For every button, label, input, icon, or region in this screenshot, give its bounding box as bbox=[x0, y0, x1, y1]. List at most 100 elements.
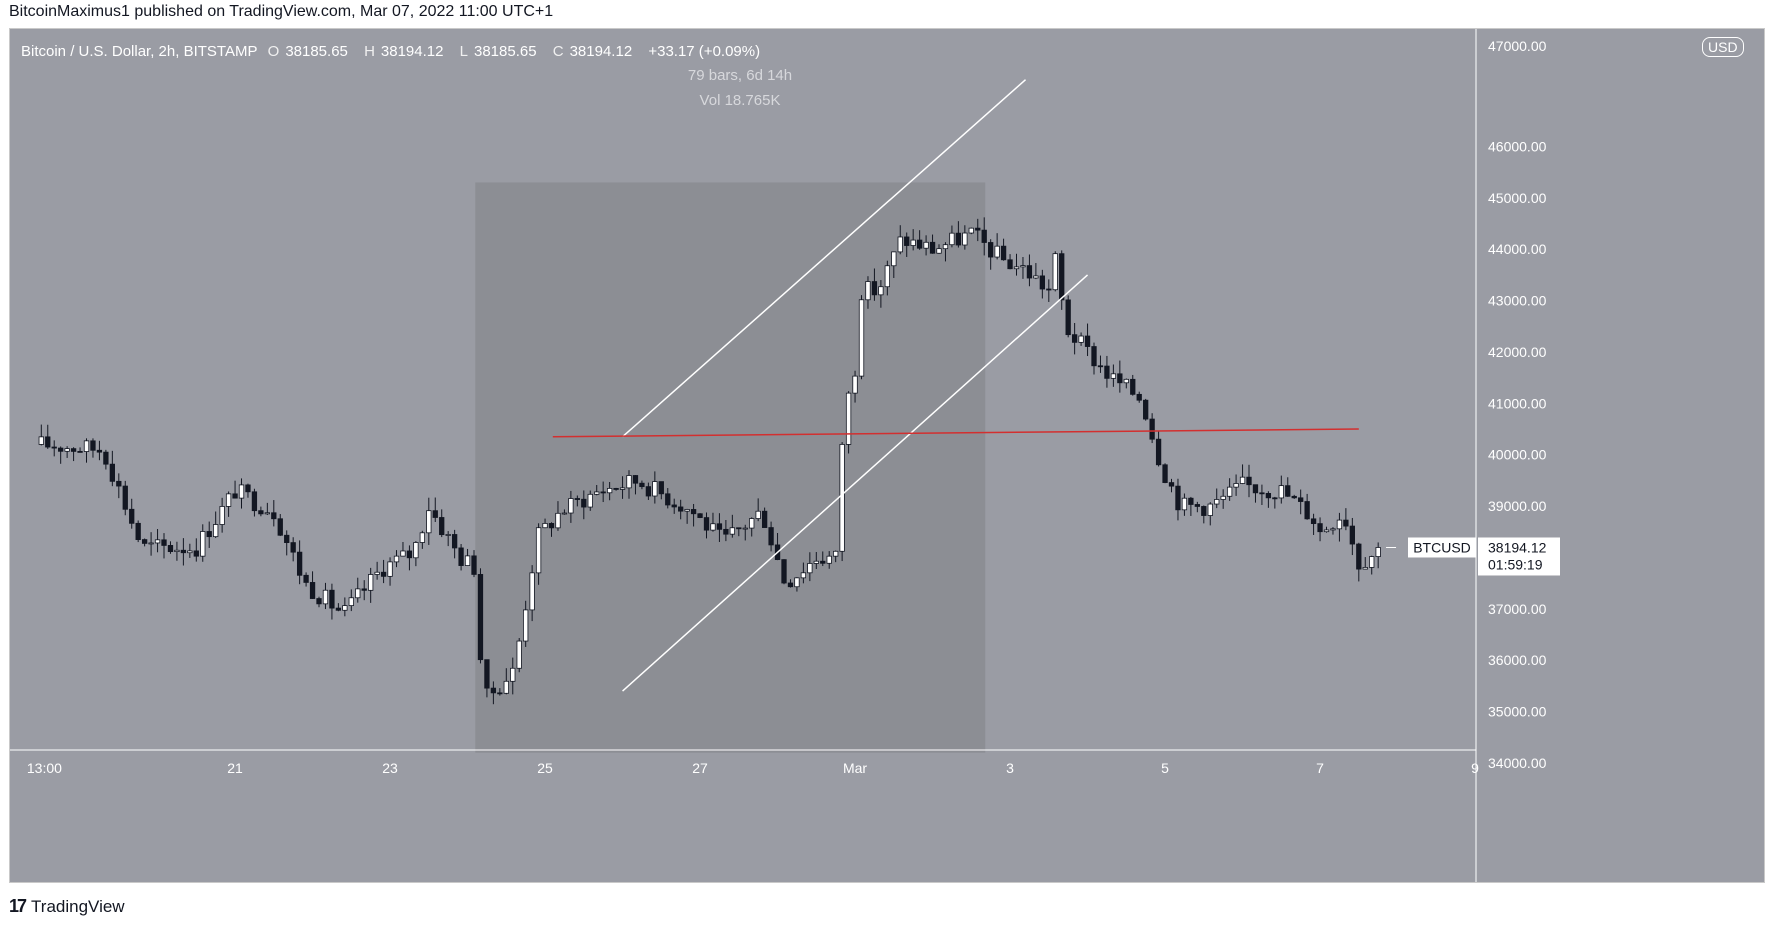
candle[interactable] bbox=[923, 241, 929, 249]
symbol-title[interactable]: Bitcoin / U.S. Dollar, 2h, BITSTAMP bbox=[21, 43, 258, 60]
candle[interactable] bbox=[1304, 501, 1310, 520]
candle[interactable] bbox=[77, 451, 83, 453]
candle[interactable] bbox=[1246, 476, 1252, 486]
candle[interactable] bbox=[1168, 482, 1175, 487]
candle[interactable] bbox=[1362, 567, 1368, 570]
channel-lower-line[interactable] bbox=[622, 274, 1089, 692]
candle[interactable] bbox=[451, 534, 458, 549]
candle[interactable] bbox=[1375, 547, 1381, 557]
candle[interactable] bbox=[1143, 399, 1149, 420]
candle[interactable] bbox=[523, 609, 529, 642]
candle[interactable] bbox=[852, 375, 858, 394]
candle[interactable] bbox=[1214, 499, 1220, 505]
candle[interactable] bbox=[238, 484, 245, 499]
tradingview-logo[interactable]: 17 TradingView bbox=[9, 896, 125, 917]
candle[interactable] bbox=[1059, 253, 1065, 301]
candle[interactable] bbox=[193, 550, 199, 557]
candle[interactable] bbox=[464, 555, 471, 566]
candle[interactable] bbox=[245, 484, 251, 493]
candle[interactable] bbox=[606, 487, 613, 494]
candle[interactable] bbox=[736, 527, 742, 530]
candle[interactable] bbox=[671, 504, 677, 508]
candle[interactable] bbox=[1207, 503, 1213, 516]
candle[interactable] bbox=[271, 512, 277, 520]
candle[interactable] bbox=[1239, 476, 1246, 484]
candle[interactable] bbox=[600, 491, 606, 494]
candle[interactable] bbox=[432, 510, 438, 518]
candle[interactable] bbox=[90, 440, 96, 451]
candle[interactable] bbox=[251, 491, 258, 512]
candle[interactable] bbox=[374, 571, 380, 575]
candle[interactable] bbox=[658, 481, 664, 495]
candle[interactable] bbox=[406, 550, 413, 559]
candle[interactable] bbox=[1265, 492, 1272, 499]
candle[interactable] bbox=[1091, 346, 1097, 367]
candle[interactable] bbox=[529, 572, 535, 611]
candle[interactable] bbox=[400, 550, 406, 557]
candle[interactable] bbox=[839, 444, 845, 552]
candle[interactable] bbox=[781, 559, 787, 584]
candle[interactable] bbox=[1194, 504, 1200, 507]
candle[interactable] bbox=[329, 589, 335, 609]
candle[interactable] bbox=[174, 549, 180, 553]
candle[interactable] bbox=[213, 524, 219, 538]
candle[interactable] bbox=[219, 506, 225, 525]
candle[interactable] bbox=[897, 236, 903, 253]
candle[interactable] bbox=[335, 607, 342, 611]
candle[interactable] bbox=[535, 527, 542, 574]
candle[interactable] bbox=[1071, 334, 1078, 343]
candle[interactable] bbox=[697, 513, 703, 518]
candle[interactable] bbox=[761, 510, 768, 528]
candle[interactable] bbox=[1343, 519, 1349, 527]
candle[interactable] bbox=[678, 506, 684, 512]
candle[interactable] bbox=[1349, 525, 1355, 545]
candle[interactable] bbox=[1291, 495, 1297, 499]
candle[interactable] bbox=[471, 555, 477, 575]
candle[interactable] bbox=[51, 446, 57, 449]
candle[interactable] bbox=[1020, 265, 1026, 268]
candle[interactable] bbox=[1317, 523, 1323, 533]
candle[interactable] bbox=[542, 523, 548, 529]
candle[interactable] bbox=[1039, 275, 1045, 290]
candle[interactable] bbox=[904, 236, 910, 246]
candle[interactable] bbox=[413, 542, 419, 559]
last-price-tag[interactable] bbox=[1478, 537, 1560, 576]
candle[interactable] bbox=[581, 498, 587, 508]
candle[interactable] bbox=[968, 227, 974, 234]
candle[interactable] bbox=[58, 447, 64, 452]
candle[interactable] bbox=[955, 232, 962, 246]
candle[interactable] bbox=[187, 550, 193, 554]
candle[interactable] bbox=[561, 512, 568, 515]
candle[interactable] bbox=[361, 588, 367, 591]
candle[interactable] bbox=[503, 680, 509, 694]
candle[interactable] bbox=[129, 508, 135, 524]
candle[interactable] bbox=[290, 542, 296, 553]
candle[interactable] bbox=[348, 597, 354, 607]
candle[interactable] bbox=[613, 487, 619, 490]
candle[interactable] bbox=[141, 539, 148, 544]
candle[interactable] bbox=[929, 241, 936, 254]
channel-upper-line[interactable] bbox=[622, 79, 1027, 438]
candle[interactable] bbox=[1233, 483, 1239, 488]
candle[interactable] bbox=[665, 493, 671, 506]
candle[interactable] bbox=[96, 449, 103, 453]
candle[interactable] bbox=[723, 528, 729, 535]
candle[interactable] bbox=[749, 518, 755, 529]
candle[interactable] bbox=[116, 480, 122, 487]
candle[interactable] bbox=[555, 512, 561, 529]
candle[interactable] bbox=[800, 572, 807, 579]
candle[interactable] bbox=[1000, 245, 1007, 261]
candle[interactable] bbox=[477, 574, 484, 661]
candle[interactable] bbox=[419, 532, 425, 543]
candle[interactable] bbox=[1272, 497, 1278, 500]
candle[interactable] bbox=[1033, 275, 1039, 279]
candle[interactable] bbox=[1201, 506, 1207, 516]
candle[interactable] bbox=[833, 550, 839, 557]
candle[interactable] bbox=[891, 251, 897, 267]
candle[interactable] bbox=[439, 517, 445, 536]
candle[interactable] bbox=[103, 451, 109, 465]
candle[interactable] bbox=[1175, 485, 1181, 511]
candle[interactable] bbox=[1123, 378, 1129, 384]
candle[interactable] bbox=[729, 527, 735, 535]
candle[interactable] bbox=[1149, 418, 1155, 440]
